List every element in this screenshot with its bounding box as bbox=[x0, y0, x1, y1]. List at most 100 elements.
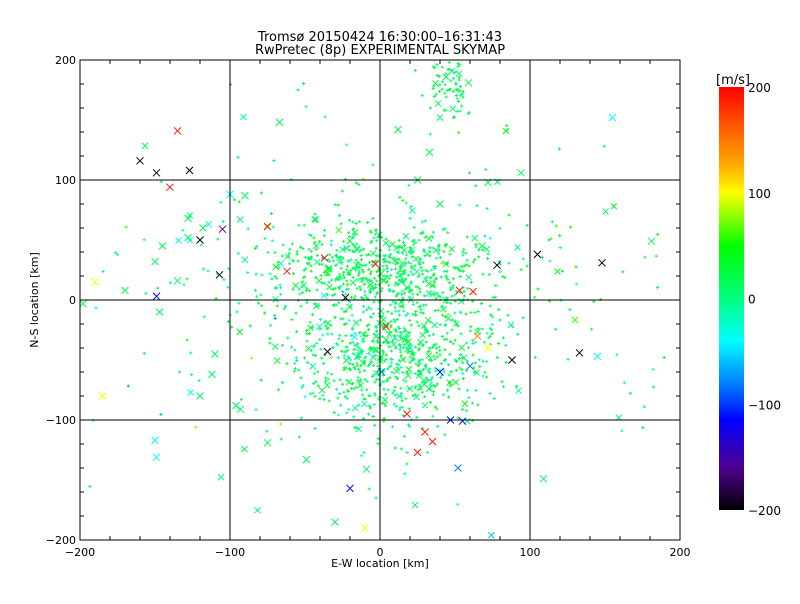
data-point bbox=[271, 343, 279, 350]
data-point bbox=[458, 203, 462, 207]
data-point bbox=[408, 207, 416, 214]
data-point-highlight bbox=[173, 126, 182, 135]
data-point bbox=[497, 308, 501, 312]
data-point bbox=[407, 285, 411, 289]
data-point bbox=[448, 352, 452, 356]
data-point bbox=[381, 380, 385, 384]
data-point bbox=[373, 354, 377, 358]
data-point bbox=[367, 323, 371, 327]
data-point bbox=[324, 379, 328, 383]
data-point bbox=[175, 237, 182, 244]
data-point bbox=[303, 395, 307, 399]
data-point bbox=[393, 283, 397, 287]
data-point bbox=[360, 388, 364, 392]
data-point bbox=[433, 267, 437, 271]
data-point bbox=[446, 388, 450, 392]
data-point bbox=[295, 250, 299, 254]
data-point bbox=[342, 354, 346, 358]
data-point bbox=[298, 292, 302, 296]
data-point bbox=[444, 274, 448, 278]
data-point bbox=[273, 313, 277, 317]
data-point-highlight bbox=[473, 332, 482, 340]
data-point bbox=[235, 310, 239, 314]
data-point bbox=[557, 147, 561, 151]
data-point-highlight bbox=[263, 438, 272, 447]
data-point bbox=[351, 220, 355, 224]
data-point bbox=[354, 222, 358, 226]
data-point bbox=[484, 168, 488, 172]
data-point bbox=[355, 361, 359, 365]
data-point bbox=[498, 262, 502, 266]
data-point bbox=[335, 387, 339, 391]
data-point bbox=[423, 330, 427, 334]
data-point bbox=[408, 355, 412, 359]
data-point bbox=[347, 389, 351, 393]
data-point bbox=[326, 283, 333, 291]
data-point bbox=[397, 245, 401, 249]
data-point-highlight bbox=[466, 362, 474, 370]
data-point bbox=[411, 292, 415, 296]
data-point bbox=[382, 254, 386, 258]
data-point bbox=[239, 398, 243, 402]
data-point bbox=[433, 366, 437, 370]
data-point bbox=[450, 370, 454, 374]
data-point bbox=[351, 227, 355, 231]
data-point bbox=[471, 353, 475, 357]
data-point bbox=[439, 362, 443, 366]
data-point bbox=[408, 319, 412, 323]
data-point bbox=[423, 219, 427, 223]
data-point bbox=[301, 280, 305, 284]
data-point bbox=[345, 411, 349, 415]
data-point bbox=[337, 256, 341, 260]
data-point bbox=[419, 232, 423, 236]
data-point bbox=[381, 264, 385, 268]
data-point bbox=[698, 313, 701, 316]
data-point bbox=[394, 375, 398, 379]
data-point bbox=[436, 308, 440, 312]
data-point bbox=[458, 275, 462, 279]
data-point bbox=[662, 355, 666, 359]
data-point bbox=[651, 367, 655, 371]
data-point bbox=[305, 287, 309, 291]
data-point bbox=[345, 264, 349, 268]
data-point bbox=[325, 265, 333, 273]
data-point bbox=[310, 313, 314, 317]
data-point bbox=[343, 395, 347, 399]
data-point bbox=[514, 243, 521, 251]
data-point bbox=[114, 251, 118, 255]
data-point bbox=[519, 268, 523, 272]
data-point bbox=[393, 267, 397, 271]
chart-title: Tromsø 20150424 16:30:00–16:31:43 bbox=[257, 30, 502, 45]
data-point bbox=[420, 357, 424, 361]
data-point bbox=[389, 320, 393, 324]
data-point bbox=[362, 282, 366, 286]
data-point bbox=[434, 342, 438, 346]
data-point bbox=[287, 262, 291, 266]
data-point bbox=[265, 429, 269, 433]
data-point bbox=[315, 341, 319, 345]
data-point bbox=[365, 388, 369, 392]
x-tick-label: 0 bbox=[377, 546, 384, 559]
data-point-highlight bbox=[215, 270, 224, 279]
data-point bbox=[480, 327, 484, 331]
data-point bbox=[351, 381, 355, 385]
data-point bbox=[457, 269, 461, 273]
data-point bbox=[407, 407, 411, 411]
data-point bbox=[435, 291, 439, 295]
data-point bbox=[386, 388, 390, 392]
data-point bbox=[461, 400, 469, 408]
data-point bbox=[322, 228, 326, 232]
data-point bbox=[432, 383, 436, 387]
data-point bbox=[761, 304, 764, 307]
data-point-highlight bbox=[302, 455, 311, 464]
data-point bbox=[367, 404, 371, 408]
data-point bbox=[404, 201, 408, 205]
data-point bbox=[406, 260, 410, 264]
data-point bbox=[340, 349, 344, 353]
data-point bbox=[436, 114, 444, 121]
data-point bbox=[246, 227, 250, 231]
data-point bbox=[383, 259, 387, 263]
data-point bbox=[502, 385, 506, 389]
data-point bbox=[254, 506, 261, 514]
data-point bbox=[353, 426, 357, 430]
